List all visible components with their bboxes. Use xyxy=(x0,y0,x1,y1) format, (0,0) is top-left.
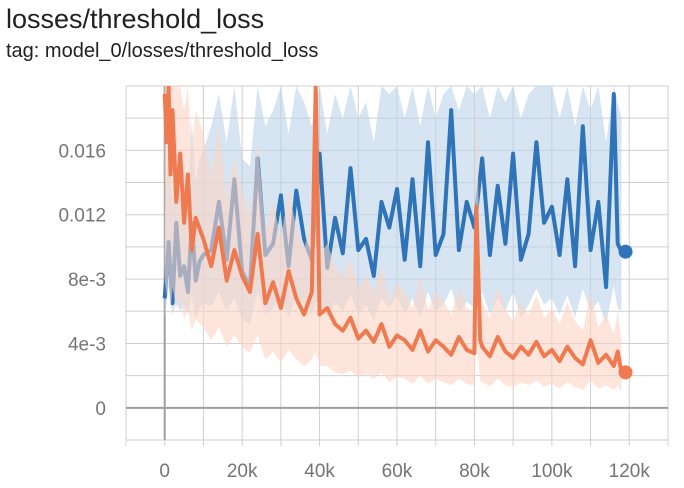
x-tick-label: 0 xyxy=(159,461,170,482)
x-tick-label: 40k xyxy=(304,461,335,482)
y-tick-label: 0.012 xyxy=(58,206,106,227)
series-1-band xyxy=(164,86,622,392)
y-tick-label: 0 xyxy=(95,399,106,420)
x-tick-label: 20k xyxy=(227,461,258,482)
y-tick-label: 8e-3 xyxy=(68,270,106,291)
series-1 xyxy=(162,86,624,392)
x-tick-label: 120k xyxy=(609,461,651,482)
series-1-line xyxy=(162,86,624,373)
chart-title: losses/threshold_loss xyxy=(6,4,265,34)
x-tick-label: 80k xyxy=(459,461,490,482)
series-0-end-point xyxy=(618,244,633,259)
chart-tag: tag: model_0/losses/threshold_loss xyxy=(6,40,319,62)
y-tick-label: 4e-3 xyxy=(68,334,106,355)
series-1-end-point xyxy=(618,365,633,380)
x-tick-label: 60k xyxy=(382,461,413,482)
y-tick-label: 0.016 xyxy=(58,141,106,162)
x-tick-label: 100k xyxy=(531,461,573,482)
